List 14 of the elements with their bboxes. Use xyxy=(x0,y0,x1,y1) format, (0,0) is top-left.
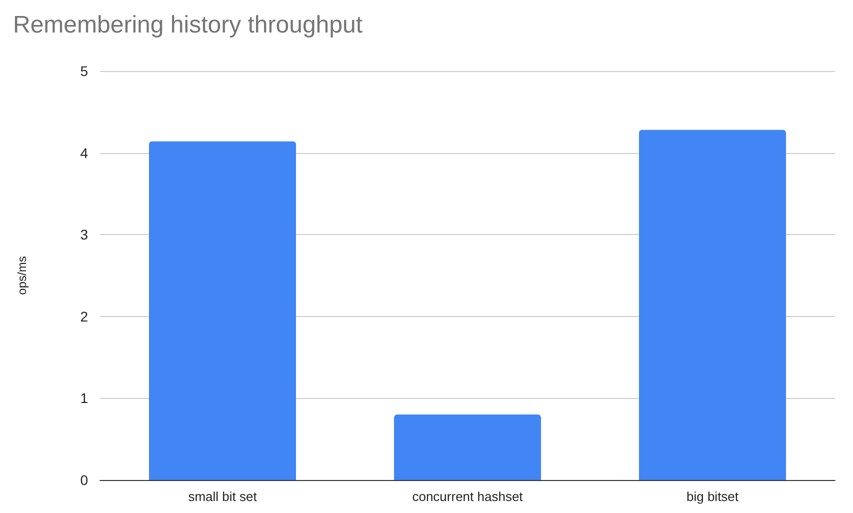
x-tick-label: big bitset xyxy=(686,489,739,504)
y-tick-label: 1 xyxy=(80,390,88,406)
x-tick-label: concurrent hashset xyxy=(412,489,524,504)
y-tick-label: 5 xyxy=(80,63,88,79)
y-tick-label: 4 xyxy=(80,144,88,161)
bar xyxy=(394,414,541,480)
y-axis-title: ops/ms xyxy=(15,256,29,295)
x-tick-label: small bit set xyxy=(188,489,258,504)
chart-title: Remembering history throughput xyxy=(13,12,363,38)
y-tick-label: 0 xyxy=(80,472,88,488)
bar xyxy=(149,141,296,480)
y-tick-label: 2 xyxy=(80,308,88,324)
bar xyxy=(639,130,786,480)
y-tick-label: 3 xyxy=(80,226,88,243)
